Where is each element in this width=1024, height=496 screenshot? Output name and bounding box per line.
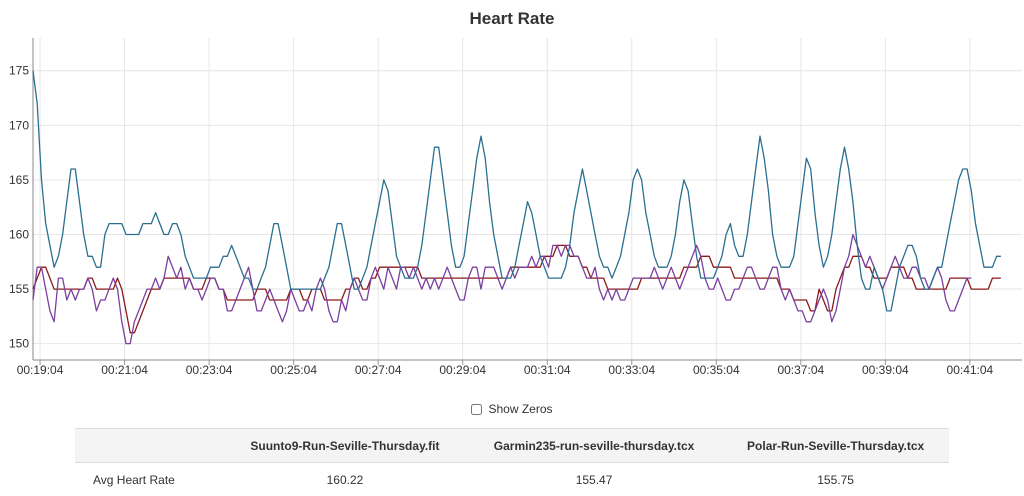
stats-header-polar: Polar-Run-Seville-Thursday.tcx: [722, 429, 949, 463]
x-tick-label: 00:27:04: [355, 363, 402, 377]
show-zeros-control: Show Zeros: [0, 402, 1024, 418]
x-tick-label: 00:33:04: [608, 363, 655, 377]
grid-layer: [33, 38, 1022, 360]
show-zeros-toggle[interactable]: Show Zeros: [471, 402, 552, 416]
avg-hr-garmin: 155.47: [466, 463, 722, 496]
x-tick-label: 00:19:04: [17, 363, 64, 377]
y-tick-label: 175: [9, 64, 29, 78]
show-zeros-label: Show Zeros: [488, 402, 552, 416]
table-row: Avg Heart Rate 160.22 155.47 155.75: [75, 463, 949, 496]
avg-hr-suunto: 160.22: [224, 463, 466, 496]
x-tick-label: 00:39:04: [862, 363, 909, 377]
y-tick-label: 155: [9, 282, 29, 296]
y-tick-label: 170: [9, 118, 29, 132]
show-zeros-checkbox[interactable]: [471, 404, 482, 415]
x-tick-label: 00:37:04: [777, 363, 824, 377]
avg-hr-polar: 155.75: [722, 463, 949, 496]
row-label: Avg Heart Rate: [75, 463, 224, 496]
stats-header-garmin: Garmin235-run-seville-thursday.tcx: [466, 429, 722, 463]
stats-header-empty: [75, 429, 224, 463]
x-tick-label: 00:35:04: [693, 363, 740, 377]
y-tick-label: 160: [9, 227, 29, 241]
axis-layer: 150 155 160 165 170 175 00:19:04 00:21:04 00:23:…: [9, 38, 1022, 377]
y-tick-label: 150: [9, 337, 29, 351]
heart-rate-chart: 150 155 160 165 170 175 00:19:04 00:21:04 00:23:…: [0, 0, 1024, 387]
stats-header-suunto: Suunto9-Run-Seville-Thursday.fit: [224, 429, 466, 463]
y-tick-label: 165: [9, 173, 29, 187]
x-tick-label: 00:41:04: [947, 363, 994, 377]
x-tick-label: 00:21:04: [101, 363, 148, 377]
x-tick-label: 00:25:04: [270, 363, 317, 377]
stats-header-row: Suunto9-Run-Seville-Thursday.fit Garmin2…: [75, 429, 949, 463]
series-layer: [33, 71, 1001, 344]
stats-table: Suunto9-Run-Seville-Thursday.fit Garmin2…: [75, 428, 949, 496]
x-tick-label: 00:31:04: [524, 363, 571, 377]
x-tick-label: 00:29:04: [439, 363, 486, 377]
x-tick-label: 00:23:04: [186, 363, 233, 377]
